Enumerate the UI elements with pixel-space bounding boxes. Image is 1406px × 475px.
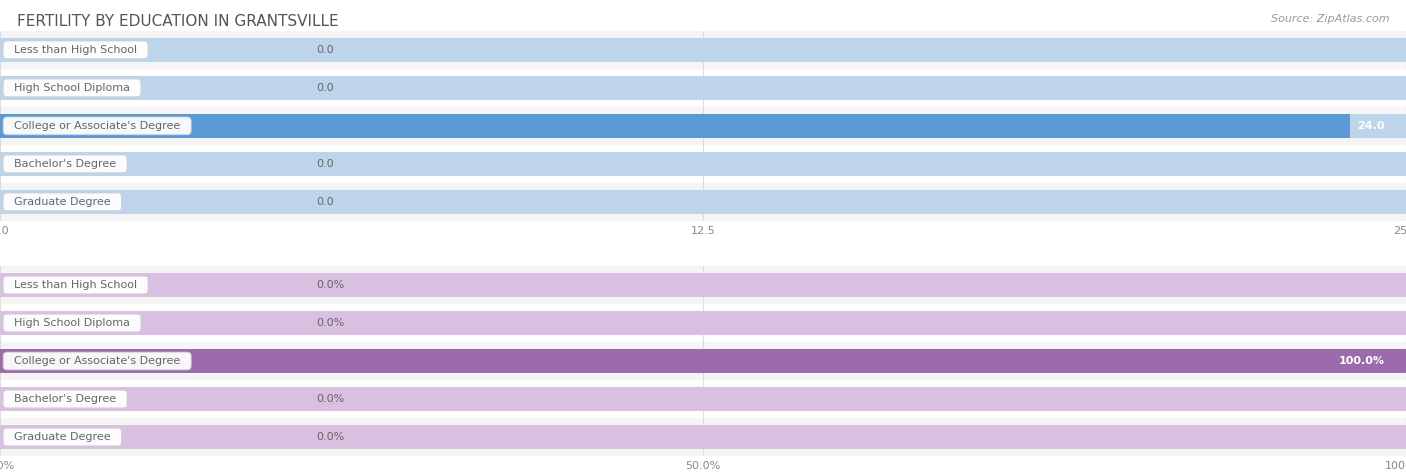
Text: 0.0%: 0.0% [316, 432, 344, 442]
Bar [0, 273, 1406, 297]
Text: College or Associate's Degree: College or Associate's Degree [7, 121, 187, 131]
Text: High School Diploma: High School Diploma [7, 318, 136, 328]
Text: 0.0: 0.0 [316, 83, 335, 93]
Bar [0, 266, 1406, 304]
Bar [0, 349, 1406, 373]
Bar [0, 152, 1406, 176]
Text: Bachelor's Degree: Bachelor's Degree [7, 159, 124, 169]
Bar [0, 31, 1406, 69]
Bar [0, 107, 1406, 145]
Text: Source: ZipAtlas.com: Source: ZipAtlas.com [1271, 14, 1389, 24]
Text: FERTILITY BY EDUCATION IN GRANTSVILLE: FERTILITY BY EDUCATION IN GRANTSVILLE [17, 14, 339, 29]
Text: 0.0: 0.0 [316, 159, 335, 169]
Bar [0, 342, 1406, 380]
Text: 0.0%: 0.0% [316, 318, 344, 328]
Text: 100.0%: 100.0% [1339, 356, 1385, 366]
Bar [0, 69, 1406, 107]
Bar [0, 38, 1406, 62]
Bar [0, 183, 1406, 221]
Text: High School Diploma: High School Diploma [7, 83, 136, 93]
Text: Graduate Degree: Graduate Degree [7, 197, 118, 207]
Text: Bachelor's Degree: Bachelor's Degree [7, 394, 124, 404]
Bar [0, 114, 1350, 138]
Text: College or Associate's Degree: College or Associate's Degree [7, 356, 187, 366]
Text: 0.0: 0.0 [316, 197, 335, 207]
Text: 24.0: 24.0 [1357, 121, 1385, 131]
Text: Graduate Degree: Graduate Degree [7, 432, 118, 442]
Bar [0, 380, 1406, 418]
Bar [0, 304, 1406, 342]
Text: 0.0%: 0.0% [316, 280, 344, 290]
Bar [0, 387, 1406, 411]
Bar [0, 311, 1406, 335]
Bar [0, 76, 1406, 100]
Text: 0.0%: 0.0% [316, 394, 344, 404]
Text: Less than High School: Less than High School [7, 45, 145, 55]
Bar [0, 418, 1406, 456]
Text: 0.0: 0.0 [316, 45, 335, 55]
Text: Less than High School: Less than High School [7, 280, 145, 290]
Bar [0, 114, 1406, 138]
Bar [0, 349, 1406, 373]
Bar [0, 425, 1406, 449]
Bar [0, 190, 1406, 214]
Bar [0, 145, 1406, 183]
